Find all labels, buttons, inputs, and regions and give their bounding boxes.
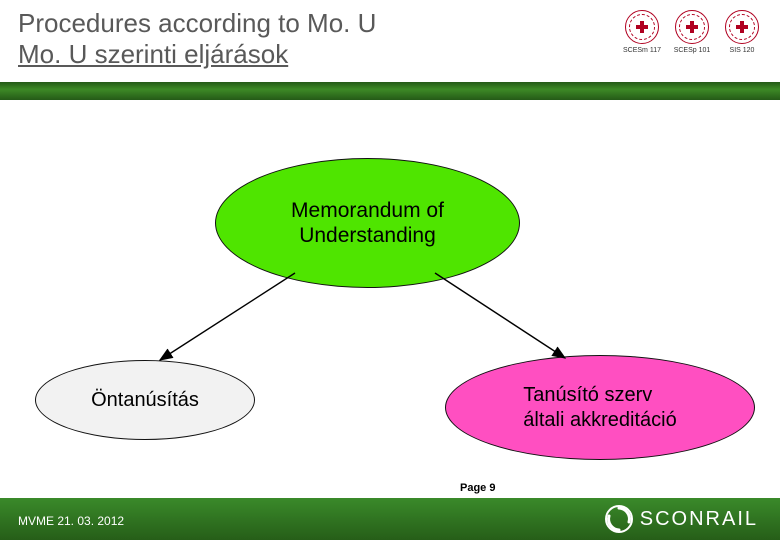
page-number: Page 9 <box>460 482 495 494</box>
node-memorandum-label: Memorandum ofUnderstanding <box>291 198 444 248</box>
node-self-certification: Öntanúsítás <box>35 360 255 440</box>
sconrail-logo-text: SCONRAIL <box>640 508 758 531</box>
edge-top-left <box>160 273 295 360</box>
badge-3-label: SIS 120 <box>722 47 762 54</box>
badge-2: SCESp 101 <box>672 10 712 54</box>
certification-badges: SCESm 117 SCESp 101 SIS 120 <box>622 10 762 54</box>
badge-1-label: SCESm 117 <box>622 47 662 54</box>
swiss-cert-icon <box>625 10 659 44</box>
page-label: Page <box>460 482 486 494</box>
node-self-certification-label: Öntanúsítás <box>91 389 199 412</box>
footer-bar: MVME 21. 03. 2012 SCONRAIL <box>0 498 780 540</box>
node-memorandum: Memorandum ofUnderstanding <box>215 158 520 288</box>
swiss-cert-icon <box>725 10 759 44</box>
sconrail-logo: SCONRAIL <box>604 504 758 534</box>
header-divider-bar <box>0 82 780 100</box>
edge-top-right <box>435 273 565 358</box>
badge-1: SCESm 117 <box>622 10 662 54</box>
badge-2-label: SCESp 101 <box>672 47 712 54</box>
node-accreditation-label: Tanúsító szerváltali akkreditáció <box>493 383 706 433</box>
badge-3: SIS 120 <box>722 10 762 54</box>
slide: Procedures according to Mo. U Mo. U szer… <box>0 0 780 540</box>
swiss-cert-icon <box>675 10 709 44</box>
footer-left-text: MVME 21. 03. 2012 <box>18 514 124 528</box>
sconrail-logo-icon <box>604 504 634 534</box>
page-num-value: 9 <box>489 482 495 494</box>
node-accreditation: Tanúsító szerváltali akkreditáció <box>445 355 755 460</box>
